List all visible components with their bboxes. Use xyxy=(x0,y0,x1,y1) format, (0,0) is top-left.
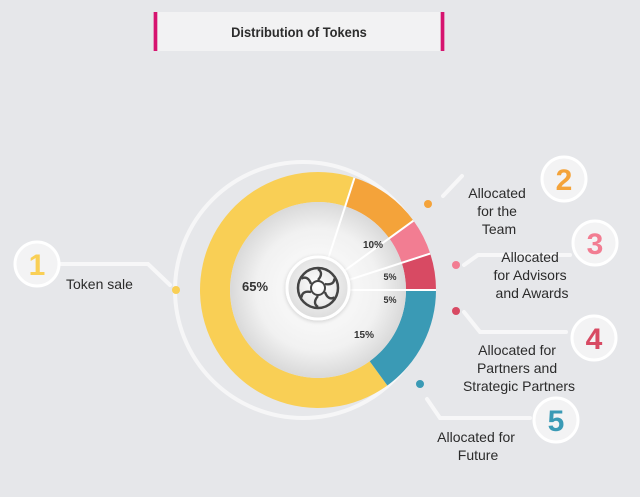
legend-label-advisors: Allocated for Advisors and Awards xyxy=(493,249,570,301)
segment-token-sale xyxy=(200,172,388,408)
hub-logo-icon xyxy=(296,266,340,310)
badge-1-number: 1 xyxy=(29,249,46,282)
pct-label-advisors: 5% xyxy=(383,272,396,282)
legend-label-future: Allocated for Future xyxy=(437,429,519,463)
legend-label-team: Allocated for the Team xyxy=(468,185,529,237)
badge-5: 5 xyxy=(532,396,580,444)
donut-segments xyxy=(200,172,436,408)
segment-team xyxy=(345,177,414,239)
badge-3-number: 3 xyxy=(587,228,604,261)
segment-partners xyxy=(401,253,436,290)
badge-4-number: 4 xyxy=(586,323,603,356)
segment-future xyxy=(369,290,436,386)
badge-2-number: 2 xyxy=(556,164,573,197)
badge-5-number: 5 xyxy=(548,405,565,438)
pct-label-team: 10% xyxy=(363,240,383,251)
connector-lines xyxy=(58,174,572,420)
pct-label-future: 15% xyxy=(354,330,374,341)
legend-label-token-sale: Token sale xyxy=(66,276,133,292)
pct-label-token-sale: 65% xyxy=(242,279,268,294)
pct-label-partners: 5% xyxy=(383,295,396,305)
legend-label-partners: Allocated for Partners and Strategic Par… xyxy=(463,342,575,394)
badge-2: 2 xyxy=(540,155,588,203)
hub xyxy=(285,255,351,321)
divider-line xyxy=(341,219,415,274)
divider-line xyxy=(346,252,431,282)
badge-1: 1 xyxy=(13,240,61,288)
badge-4: 4 xyxy=(570,314,618,362)
chart-title: Distribution of Tokens xyxy=(153,12,445,51)
connector-dots xyxy=(172,200,460,388)
badge-3: 3 xyxy=(571,219,619,267)
segment-dividers xyxy=(326,177,436,291)
divider-line xyxy=(326,177,356,262)
